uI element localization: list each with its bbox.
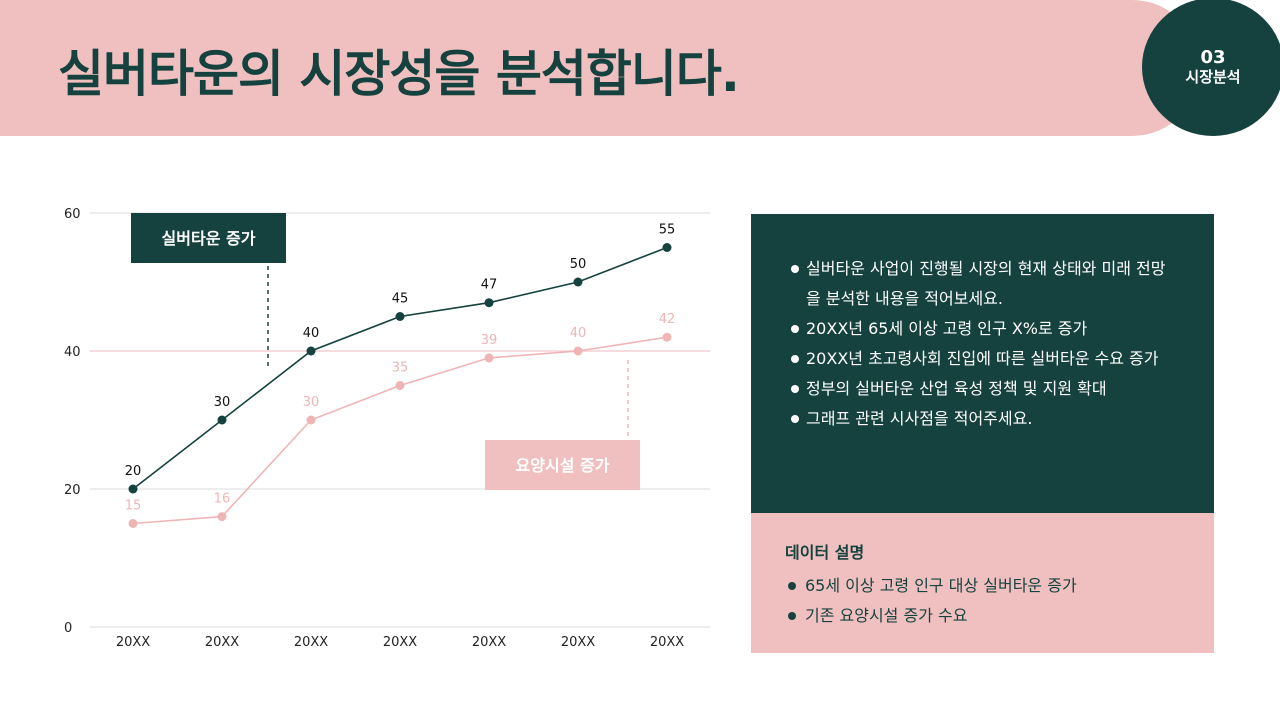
data-label: 20 bbox=[125, 464, 142, 479]
data-label: 40 bbox=[303, 326, 320, 341]
data-point bbox=[662, 243, 672, 252]
data-label: 42 bbox=[659, 312, 676, 327]
legend-dark-label: 실버타운 증가 bbox=[162, 229, 256, 248]
data-label: 30 bbox=[303, 395, 320, 410]
data-point bbox=[395, 312, 405, 321]
x-tick-label: 20XX bbox=[294, 635, 328, 650]
data-point bbox=[128, 484, 138, 494]
info-item: 그래프 관련 시사점을 적어주세요. bbox=[791, 404, 1174, 434]
x-tick-label: 20XX bbox=[383, 635, 417, 650]
line-chart: 0 20 40 60 20XX 20XX 20XX 20XX 20XX 20XX 20XX 20 3… bbox=[64, 207, 710, 650]
data-label: 35 bbox=[392, 361, 409, 376]
x-tick-label: 20XX bbox=[205, 635, 239, 650]
y-tick-label: 40 bbox=[64, 345, 81, 360]
data-label: 50 bbox=[570, 257, 587, 272]
x-tick-label: 20XX bbox=[116, 635, 150, 650]
data-point bbox=[662, 332, 672, 342]
info-list: 실버타운 사업이 진행될 시장의 현재 상태와 미래 전망을 분석한 내용을 적… bbox=[791, 254, 1174, 434]
x-tick-label: 20XX bbox=[472, 635, 506, 650]
y-tick-label: 20 bbox=[64, 483, 81, 498]
data-point bbox=[306, 346, 316, 356]
legend-pink-box bbox=[485, 440, 640, 490]
info-item: 정부의 실버타운 산업 육성 정책 및 지원 확대 bbox=[791, 374, 1174, 404]
data-description-panel: 데이터 설명 65세 이상 고령 인구 대상 실버타운 증가 기존 요양시설 증… bbox=[751, 513, 1214, 653]
info-item: 20XX년 초고령사회 진입에 따른 실버타운 수요 증가 bbox=[791, 344, 1174, 374]
data-point bbox=[217, 415, 227, 425]
data-label: 30 bbox=[214, 395, 231, 410]
data-label: 47 bbox=[481, 278, 498, 293]
data-label: 15 bbox=[125, 499, 142, 514]
data-description-list: 65세 이상 고령 인구 대상 실버타운 증가 기존 요양시설 증가 수요 bbox=[785, 571, 1180, 631]
data-label: 16 bbox=[214, 492, 231, 507]
data-point bbox=[395, 381, 405, 390]
data-label: 40 bbox=[570, 326, 587, 341]
legend-dark-box bbox=[131, 213, 286, 263]
data-label: 45 bbox=[392, 292, 409, 307]
y-tick-label: 0 bbox=[64, 621, 72, 636]
x-tick-label: 20XX bbox=[561, 635, 595, 650]
data-description-item: 65세 이상 고령 인구 대상 실버타운 증가 bbox=[785, 571, 1180, 601]
data-point bbox=[128, 519, 138, 528]
section-number: 03 bbox=[1200, 47, 1226, 68]
data-point bbox=[217, 512, 227, 522]
header-band bbox=[0, 0, 1200, 136]
data-point bbox=[484, 298, 494, 308]
data-point bbox=[573, 277, 583, 287]
info-panel: 실버타운 사업이 진행될 시장의 현재 상태와 미래 전망을 분석한 내용을 적… bbox=[751, 214, 1214, 513]
y-tick-label: 60 bbox=[64, 207, 81, 222]
info-item: 20XX년 65세 이상 고령 인구 X%로 증가 bbox=[791, 314, 1174, 344]
data-point bbox=[306, 415, 316, 425]
section-badge: 03 시장분석 bbox=[1142, 0, 1280, 136]
legend-pink-label: 요양시설 증가 bbox=[516, 456, 610, 475]
x-tick-label: 20XX bbox=[650, 635, 684, 650]
data-label: 39 bbox=[481, 333, 498, 348]
page-title: 실버타운의 시장성을 분석합니다. bbox=[58, 45, 740, 103]
data-description-item: 기존 요양시설 증가 수요 bbox=[785, 601, 1180, 631]
info-item: 실버타운 사업이 진행될 시장의 현재 상태와 미래 전망을 분석한 내용을 적… bbox=[791, 254, 1174, 314]
data-label: 55 bbox=[659, 223, 676, 238]
data-description-title: 데이터 설명 bbox=[785, 543, 865, 562]
section-label: 시장분석 bbox=[1185, 68, 1241, 86]
data-point bbox=[573, 346, 583, 356]
data-point bbox=[484, 353, 494, 363]
